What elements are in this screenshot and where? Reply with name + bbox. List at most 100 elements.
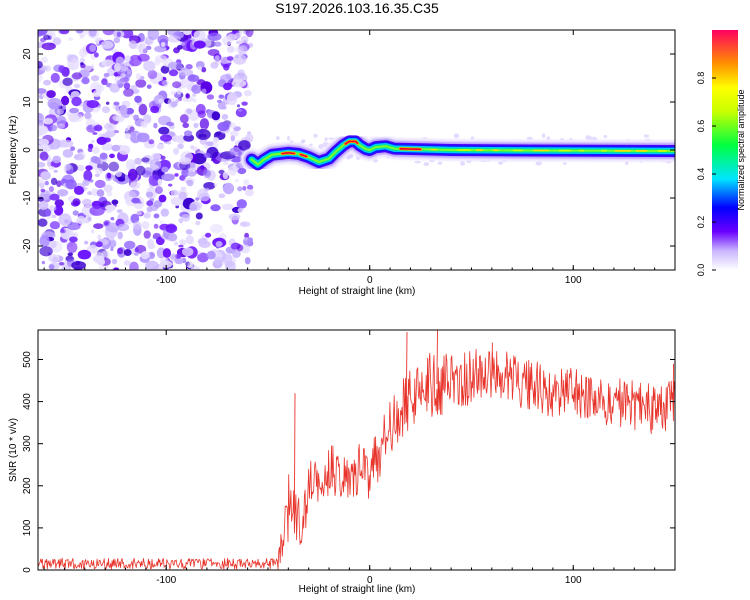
noise-speckle xyxy=(207,32,222,41)
noise-speckle xyxy=(236,104,241,108)
noise-speckle xyxy=(87,30,100,39)
noise-speckle xyxy=(150,105,160,114)
noise-speckle xyxy=(92,90,102,98)
noise-speckle xyxy=(72,210,79,216)
snr-y-tick-label: 200 xyxy=(22,477,33,494)
noise-speckle xyxy=(210,204,221,212)
noise-speckle xyxy=(563,162,567,165)
noise-speckle xyxy=(148,251,155,260)
noise-speckle xyxy=(195,212,203,220)
noise-speckle xyxy=(146,45,152,50)
noise-speckle xyxy=(122,88,134,97)
tone-peak-core xyxy=(299,153,308,158)
noise-speckle xyxy=(126,69,132,75)
noise-speckle xyxy=(43,118,54,125)
noise-speckle xyxy=(52,37,62,46)
noise-speckle xyxy=(105,204,117,211)
snr-y-tick-label: 0 xyxy=(22,567,33,573)
noise-speckle xyxy=(179,239,187,246)
noise-speckle xyxy=(138,44,148,55)
noise-speckle xyxy=(195,103,206,115)
noise-speckle xyxy=(124,132,132,140)
noise-speckle xyxy=(73,185,85,195)
noise-speckle xyxy=(113,101,120,106)
spectrogram-x-tick-label: 0 xyxy=(367,275,373,286)
noise-speckle xyxy=(206,250,216,260)
noise-speckle xyxy=(90,75,100,82)
noise-speckle xyxy=(101,78,108,86)
noise-speckle xyxy=(65,179,77,190)
colorbar-gradient xyxy=(712,30,738,270)
noise-speckle xyxy=(38,218,48,227)
noise-speckle xyxy=(470,136,475,140)
noise-speckle xyxy=(541,133,546,138)
noise-speckle xyxy=(160,134,172,142)
colorbar-tick-label: 0.2 xyxy=(696,216,706,229)
noise-speckle xyxy=(243,237,248,241)
noise-speckle xyxy=(80,62,84,66)
noise-speckle xyxy=(99,152,108,160)
noise-speckle xyxy=(203,152,211,158)
noise-speckle xyxy=(109,236,115,242)
noise-speckle xyxy=(147,30,160,40)
noise-speckle xyxy=(86,100,100,108)
noise-speckle xyxy=(170,189,179,196)
noise-speckle xyxy=(134,252,139,256)
noise-speckle xyxy=(68,196,72,200)
noise-speckle xyxy=(643,134,650,138)
noise-speckle xyxy=(50,177,58,186)
noise-speckle xyxy=(237,167,247,175)
noise-speckle xyxy=(228,213,241,221)
noise-speckle xyxy=(318,144,324,150)
noise-speckle xyxy=(54,199,64,207)
noise-speckle xyxy=(136,132,150,143)
noise-speckle xyxy=(61,265,71,270)
noise-speckle xyxy=(96,189,105,197)
noise-speckle xyxy=(38,138,50,146)
noise-speckle xyxy=(203,182,216,190)
noise-speckle xyxy=(84,240,89,245)
noise-speckle xyxy=(211,111,221,121)
noise-speckle xyxy=(94,179,106,189)
noise-speckle xyxy=(137,53,150,62)
noise-speckle xyxy=(119,65,129,72)
noise-speckle xyxy=(93,223,104,230)
noise-speckle xyxy=(526,136,533,141)
noise-speckle xyxy=(235,40,242,45)
noise-speckle xyxy=(106,123,117,132)
noise-speckle xyxy=(104,221,109,226)
noise-speckle xyxy=(227,92,238,106)
noise-speckle xyxy=(92,132,98,135)
noise-speckle xyxy=(106,191,113,197)
noise-speckle xyxy=(212,137,220,143)
noise-speckle xyxy=(47,161,52,167)
snr-spike xyxy=(293,393,296,518)
noise-speckle xyxy=(40,56,48,63)
colorbar-ticks: 0.0 0.2 0.4 0.6 0.8 xyxy=(696,72,716,276)
noise-speckle xyxy=(192,98,197,103)
noise-speckle xyxy=(191,146,199,151)
snr-y-label: SNR (10 * v/v) xyxy=(8,418,19,482)
noise-speckle xyxy=(120,30,134,39)
noise-speckle xyxy=(134,157,142,165)
noise-speckle xyxy=(103,72,110,78)
noise-speckle xyxy=(453,133,460,139)
noise-speckle xyxy=(41,144,51,153)
noise-speckle xyxy=(324,137,328,142)
noise-speckle xyxy=(214,256,223,265)
noise-speckle xyxy=(189,204,198,211)
noise-speckle xyxy=(182,247,194,257)
noise-speckle xyxy=(201,67,207,73)
noise-speckle xyxy=(203,169,212,179)
noise-speckle xyxy=(460,161,466,166)
noise-speckle xyxy=(234,32,242,39)
noise-speckle xyxy=(229,122,236,129)
noise-speckle xyxy=(145,191,154,198)
noise-speckle xyxy=(193,30,206,41)
noise-speckle xyxy=(101,143,114,151)
noise-speckle xyxy=(38,60,43,69)
noise-speckle xyxy=(175,135,181,141)
noise-speckle xyxy=(72,198,81,206)
noise-speckle xyxy=(57,189,69,197)
